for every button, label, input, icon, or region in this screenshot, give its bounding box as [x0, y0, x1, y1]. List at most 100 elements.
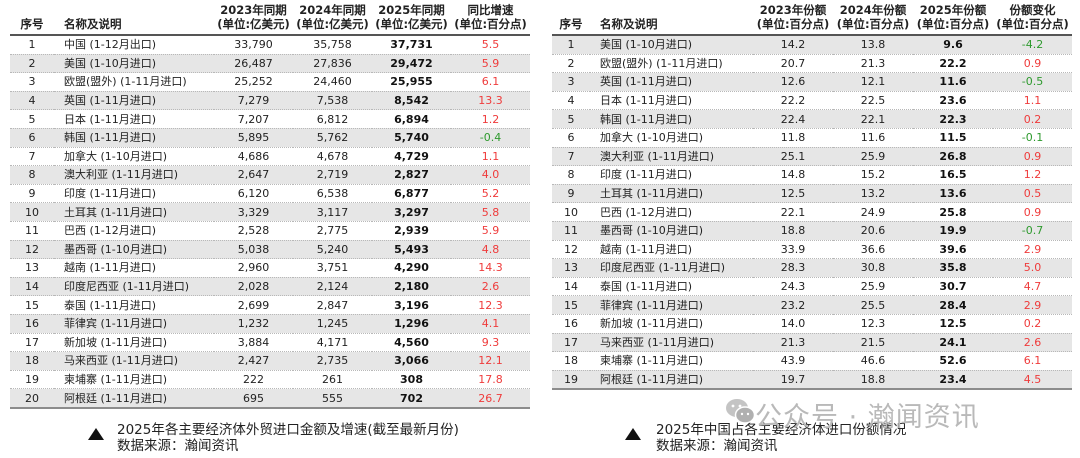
left-caption-title: 2025年各主要经济体外贸进口金额及增速(截至最新月份)	[117, 422, 459, 438]
row-index: 2	[552, 54, 590, 74]
right-caption-source: 数据来源：瀚闻资讯	[656, 438, 778, 454]
row-index: 19	[10, 370, 54, 390]
value-2024: 27,836	[293, 54, 372, 74]
row-name: 泰国 (1-11月进口)	[54, 295, 214, 315]
table-row: 19 柬埔寨 (1-11月进口) 222 261 308 17.8	[10, 370, 530, 390]
table-row: 3 欧盟(盟外) (1-11月进口) 25,252 24,460 25,955 6.1	[10, 72, 530, 92]
table-row: 1 美国 (1-10月进口) 14.2 13.8 9.6 -4.2	[552, 35, 1072, 55]
value-2025: 26.8	[913, 147, 993, 167]
table-row: 18 柬埔寨 (1-11月进口) 43.9 46.6 52.6 6.1	[552, 351, 1072, 371]
value-2025: 9.6	[913, 35, 993, 55]
value-2025: 2,180	[372, 277, 451, 297]
value-2023: 5,038	[214, 240, 293, 260]
row-index: 14	[10, 277, 54, 297]
header-index: 序号	[552, 0, 590, 36]
row-index: 6	[552, 128, 590, 148]
value-2023: 14.2	[753, 35, 833, 55]
share-change: 0.9	[993, 54, 1072, 74]
header-change: 份额变化 (单位:百分点)	[993, 0, 1072, 36]
row-index: 9	[552, 184, 590, 204]
row-name: 土耳其 (1-11月进口)	[590, 184, 753, 204]
value-2023: 2,028	[214, 277, 293, 297]
row-name: 中国 (1-12月出口)	[54, 35, 214, 55]
table-row: 11 巴西 (1-12月进口) 2,528 2,775 2,939 5.9	[10, 221, 530, 241]
table-row: 16 菲律宾 (1-11月进口) 1,232 1,245 1,296 4.1	[10, 314, 530, 334]
row-name: 阿根廷 (1-11月进口)	[54, 388, 214, 409]
row-name: 印度 (1-11月进口)	[54, 184, 214, 204]
table-row: 16 新加坡 (1-11月进口) 14.0 12.3 12.5 0.2	[552, 314, 1072, 334]
row-name: 韩国 (1-11月进口)	[54, 128, 214, 148]
value-2023: 2,960	[214, 258, 293, 278]
table-row: 10 土耳其 (1-11月进口) 3,329 3,117 3,297 5.8	[10, 202, 530, 222]
value-2024: 13.8	[833, 35, 913, 55]
table-row: 4 英国 (1-11月进口) 7,279 7,538 8,542 13.3	[10, 91, 530, 111]
row-index: 2	[10, 54, 54, 74]
table-row: 6 加拿大 (1-10月进口) 11.8 11.6 11.5 -0.1	[552, 128, 1072, 148]
right-caption: 2025年中国占各主要经济体进口份额情况 数据来源：瀚闻资讯	[656, 422, 906, 454]
growth-rate: 5.8	[451, 202, 530, 222]
table-row: 18 马来西亚 (1-11月进口) 2,427 2,735 3,066 12.1	[10, 351, 530, 371]
table-row: 11 墨西哥 (1-10月进口) 18.8 20.6 19.9 -0.7	[552, 221, 1072, 241]
value-2023: 33,790	[214, 35, 293, 55]
growth-rate: 1.2	[451, 109, 530, 129]
table-row: 3 英国 (1-11月进口) 12.6 12.1 11.6 -0.5	[552, 72, 1072, 92]
table-row: 19 阿根廷 (1-11月进口) 19.7 18.8 23.4 4.5	[552, 370, 1072, 391]
row-index: 4	[552, 91, 590, 111]
value-2023: 21.3	[753, 333, 833, 353]
value-2025: 6,894	[372, 109, 451, 129]
watermark-text: 公众号 · 瀚闻资讯	[755, 402, 980, 433]
share-change: 2.6	[993, 333, 1072, 353]
value-2024: 36.6	[833, 240, 913, 260]
row-name: 韩国 (1-11月进口)	[590, 109, 753, 129]
table-row: 9 土耳其 (1-11月进口) 12.5 13.2 13.6 0.5	[552, 184, 1072, 204]
value-2024: 11.6	[833, 128, 913, 148]
row-name: 加拿大 (1-10月进口)	[590, 128, 753, 148]
value-2024: 25.9	[833, 147, 913, 167]
growth-rate: 1.1	[451, 147, 530, 167]
row-index: 17	[10, 333, 54, 353]
growth-rate: 9.3	[451, 333, 530, 353]
value-2025: 3,066	[372, 351, 451, 371]
value-2023: 22.1	[753, 202, 833, 222]
right-caption-title: 2025年中国占各主要经济体进口份额情况	[656, 422, 907, 438]
row-name: 阿根廷 (1-11月进口)	[590, 370, 753, 391]
row-name: 菲律宾 (1-11月进口)	[590, 295, 753, 315]
value-2024: 2,775	[293, 221, 372, 241]
row-index: 7	[10, 147, 54, 167]
value-2024: 18.8	[833, 370, 913, 391]
growth-rate: 4.1	[451, 314, 530, 334]
growth-rate: 17.8	[451, 370, 530, 390]
import-share-table: 序号 名称及说明 2023年份额 (单位:百分点) 2024年份额 (单位:百分点)…	[552, 0, 1072, 391]
row-index: 15	[10, 295, 54, 315]
header-2023: 2023年份额 (单位:百分点)	[753, 0, 833, 36]
left-caption: 2025年各主要经济体外贸进口金额及增速(截至最新月份) 数据来源：瀚闻资讯	[117, 422, 459, 454]
value-2023: 12.5	[753, 184, 833, 204]
value-2023: 28.3	[753, 258, 833, 278]
row-index: 3	[552, 72, 590, 92]
header-2025: 2025年份额 (单位:百分点)	[913, 0, 993, 36]
row-name: 墨西哥 (1-10月进口)	[54, 240, 214, 260]
value-2024: 25.5	[833, 295, 913, 315]
value-2024: 35,758	[293, 35, 372, 55]
row-name: 英国 (1-11月进口)	[54, 91, 214, 111]
row-index: 10	[10, 202, 54, 222]
row-name: 美国 (1-10月进口)	[590, 35, 753, 55]
value-2023: 14.0	[753, 314, 833, 334]
value-2023: 33.9	[753, 240, 833, 260]
table-row: 2 欧盟(盟外) (1-11月进口) 20.7 21.3 22.2 0.9	[552, 54, 1072, 74]
row-name: 泰国 (1-11月进口)	[590, 277, 753, 297]
value-2025: 29,472	[372, 54, 451, 74]
value-2023: 7,279	[214, 91, 293, 111]
row-name: 越南 (1-11月进口)	[590, 240, 753, 260]
header-2024: 2024年份额 (单位:百分点)	[833, 0, 913, 36]
row-name: 澳大利亚 (1-11月进口)	[590, 147, 753, 167]
header-growth: 同比增速 (单位:百分点)	[451, 0, 530, 36]
value-2024: 12.1	[833, 72, 913, 92]
value-2023: 2,699	[214, 295, 293, 315]
value-2025: 13.6	[913, 184, 993, 204]
row-name: 巴西 (1-12月进口)	[54, 221, 214, 241]
value-2024: 4,678	[293, 147, 372, 167]
value-2024: 30.8	[833, 258, 913, 278]
triangle-marker-icon	[88, 428, 104, 440]
value-2023: 25.1	[753, 147, 833, 167]
